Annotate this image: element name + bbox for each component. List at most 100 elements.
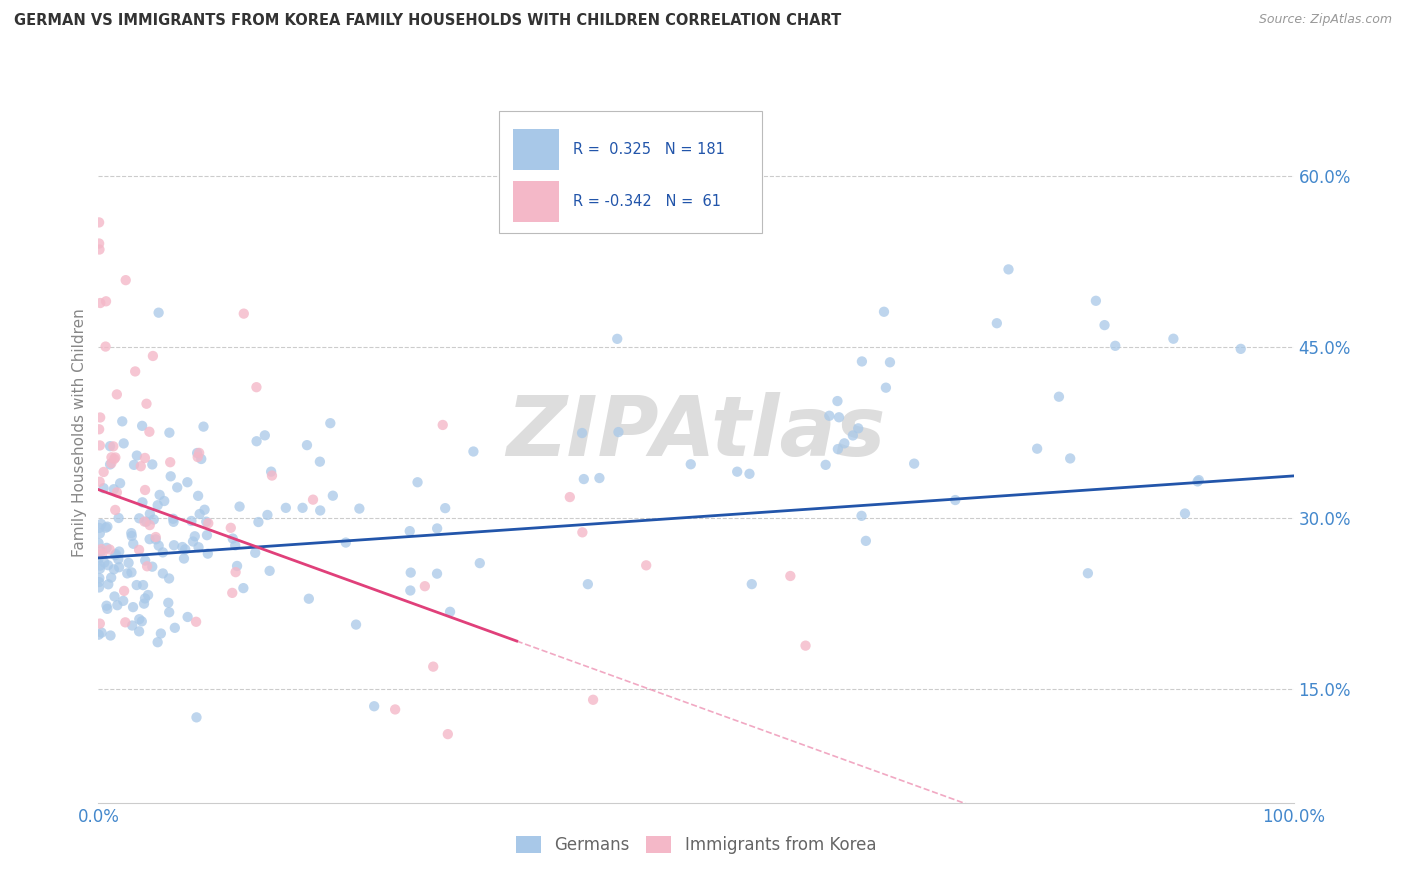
- Point: [139, 507, 162, 521]
- Point: [89, 526, 111, 541]
- Point: [96, 599, 118, 613]
- Point: [851, 354, 873, 368]
- Point: [588, 471, 610, 485]
- Point: [90, 544, 112, 558]
- Point: [943, 493, 966, 508]
- Point: [129, 459, 152, 474]
- Point: [90, 517, 112, 532]
- Point: [141, 458, 163, 472]
- Point: [180, 514, 202, 528]
- Point: [163, 538, 186, 552]
- Point: [159, 469, 181, 483]
- Point: [184, 615, 207, 629]
- Point: [437, 727, 460, 741]
- Point: [111, 414, 134, 428]
- Point: [146, 498, 169, 512]
- Point: [121, 566, 143, 580]
- Point: [413, 579, 436, 593]
- Point: [399, 583, 422, 598]
- Point: [426, 566, 449, 581]
- Point: [434, 501, 457, 516]
- Point: [112, 594, 135, 608]
- Point: [814, 458, 837, 472]
- Point: [181, 534, 204, 549]
- Point: [224, 538, 246, 552]
- Point: [136, 559, 159, 574]
- Point: [108, 544, 131, 558]
- Point: [582, 693, 605, 707]
- Point: [875, 381, 897, 395]
- Point: [114, 273, 136, 287]
- Point: [112, 583, 135, 598]
- Point: [89, 521, 111, 535]
- Point: [741, 577, 763, 591]
- Point: [105, 387, 128, 401]
- Point: [1104, 339, 1126, 353]
- Point: [1077, 566, 1099, 581]
- Point: [87, 575, 110, 590]
- Point: [107, 552, 129, 566]
- Point: [131, 495, 153, 509]
- Point: [572, 472, 595, 486]
- Point: [260, 465, 283, 479]
- Point: [879, 355, 901, 369]
- Point: [128, 624, 150, 639]
- Point: [259, 564, 281, 578]
- Point: [827, 442, 849, 456]
- Point: [87, 236, 110, 251]
- Point: [90, 542, 112, 557]
- Point: [463, 444, 485, 458]
- Point: [125, 449, 148, 463]
- Point: [571, 525, 593, 540]
- Point: [149, 626, 172, 640]
- Point: [363, 699, 385, 714]
- Point: [105, 598, 128, 612]
- Point: [89, 422, 111, 436]
- Point: [219, 521, 242, 535]
- Point: [1026, 442, 1049, 456]
- Point: [195, 528, 218, 542]
- Point: [232, 581, 254, 595]
- Point: [98, 542, 121, 557]
- Point: [846, 421, 869, 435]
- Point: [96, 602, 118, 616]
- Point: [89, 562, 111, 576]
- Point: [148, 539, 170, 553]
- Point: [873, 305, 896, 319]
- Point: [309, 455, 332, 469]
- Point: [117, 556, 139, 570]
- Point: [187, 541, 209, 555]
- Point: [94, 521, 117, 535]
- Point: [426, 521, 449, 535]
- Point: [679, 457, 702, 471]
- Point: [117, 566, 139, 581]
- Point: [157, 425, 180, 440]
- Point: [399, 566, 422, 580]
- Point: [1188, 473, 1211, 487]
- Point: [89, 410, 111, 425]
- Point: [188, 507, 211, 521]
- Point: [93, 465, 115, 479]
- Point: [335, 535, 357, 549]
- Point: [422, 659, 444, 673]
- Point: [122, 458, 145, 472]
- Point: [104, 548, 127, 562]
- Point: [87, 628, 110, 642]
- Point: [855, 533, 877, 548]
- Point: [142, 349, 165, 363]
- Point: [105, 485, 128, 500]
- Point: [120, 526, 142, 541]
- Point: [145, 533, 167, 547]
- Point: [100, 450, 122, 465]
- Point: [125, 578, 148, 592]
- Point: [100, 456, 122, 470]
- Point: [157, 572, 180, 586]
- Point: [187, 489, 209, 503]
- Point: [89, 616, 111, 631]
- Point: [176, 610, 198, 624]
- Point: [986, 316, 1008, 330]
- Point: [197, 516, 219, 531]
- Y-axis label: Family Households with Children: Family Households with Children: [72, 309, 87, 557]
- Point: [173, 551, 195, 566]
- Point: [134, 591, 156, 606]
